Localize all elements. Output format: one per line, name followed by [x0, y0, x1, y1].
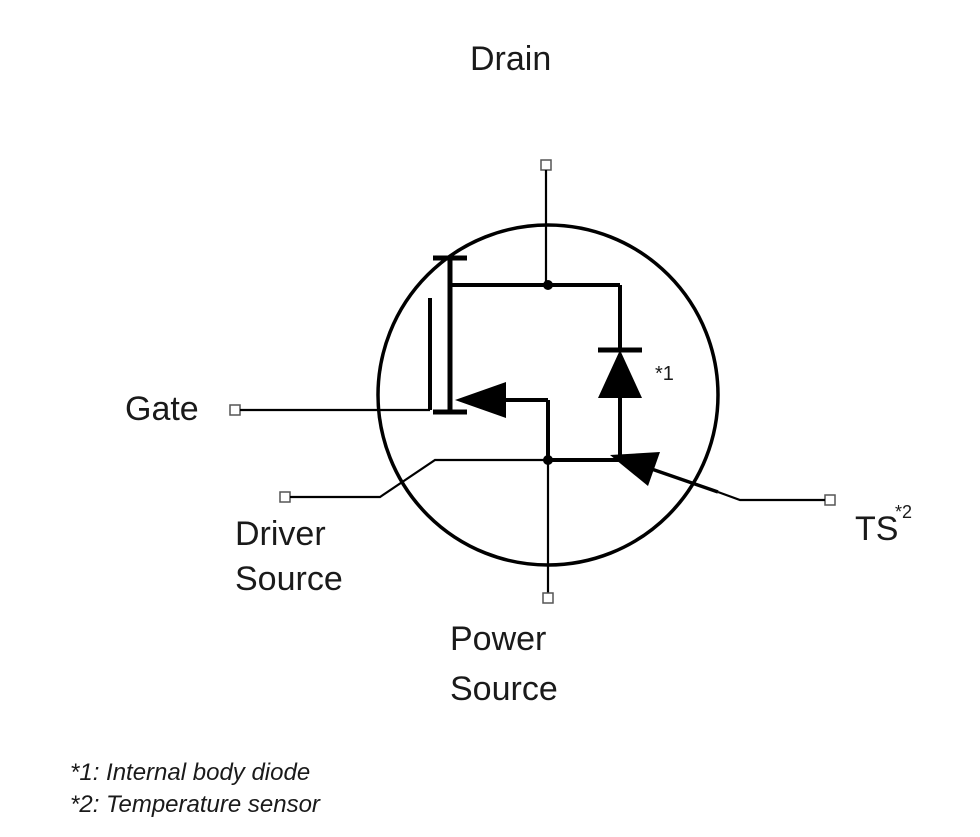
driver-source-terminal-pad: [280, 492, 290, 502]
ts-sup-label: *2: [895, 502, 912, 522]
driver-source-label-2: Source: [235, 560, 343, 598]
footnote-1: *1: Internal body diode: [70, 759, 310, 786]
driver-source-lead: [290, 460, 548, 497]
power-source-label-2: Source: [450, 670, 558, 708]
driver-source-label-1: Driver: [235, 515, 326, 553]
power-source-label-1: Power: [450, 620, 546, 658]
mosfet-schematic: Drain Gate Driver Source Power Source TS…: [0, 0, 980, 837]
drain-label: Drain: [470, 40, 551, 78]
power-source-terminal-pad: [543, 593, 553, 603]
gate-terminal-pad: [230, 405, 240, 415]
footnote-2: *2: Temperature sensor: [70, 791, 321, 818]
drain-terminal-pad: [541, 160, 551, 170]
ts-arrow-head: [610, 452, 660, 486]
ts-lead: [718, 492, 825, 500]
body-diode-mark: *1: [655, 363, 674, 385]
gate-label: Gate: [125, 390, 199, 428]
ts-label: TS: [855, 510, 898, 548]
ts-terminal-pad: [825, 495, 835, 505]
diode-triangle: [598, 350, 642, 398]
